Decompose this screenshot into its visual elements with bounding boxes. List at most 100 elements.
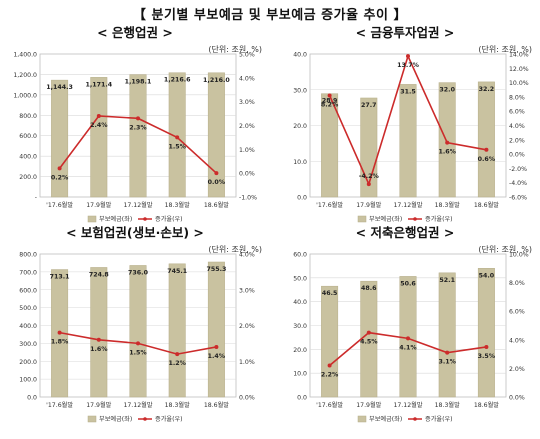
line-value-label: 1.8% bbox=[51, 339, 69, 346]
category-label: 17.12월말 bbox=[393, 401, 422, 409]
left-tick-label: 30.0 bbox=[293, 323, 307, 330]
bar bbox=[168, 263, 186, 398]
left-tick-label: 0.0 bbox=[27, 395, 37, 402]
chart-title: < 저축은행업권 > bbox=[355, 225, 455, 240]
left-tick-label: 500.0 bbox=[19, 305, 37, 312]
line-point bbox=[406, 54, 410, 59]
bar-value-label: 1,171.4 bbox=[85, 81, 112, 88]
chart-title: < 금융투자업권 > bbox=[355, 25, 455, 40]
line-value-label: 0.0% bbox=[208, 179, 226, 186]
line-value-label: 1.5% bbox=[168, 143, 186, 150]
category-label: 18.3월말 bbox=[165, 201, 190, 209]
category-label: 18.6월말 bbox=[474, 401, 499, 409]
left-tick-label: 50.0 bbox=[293, 275, 307, 282]
right-tick-label: -1.0% bbox=[239, 195, 257, 202]
line-point bbox=[96, 337, 101, 342]
line-point bbox=[214, 171, 219, 176]
line-value-label: 3.5% bbox=[478, 353, 496, 360]
category-label: 18.3월말 bbox=[435, 201, 460, 209]
right-tick-label: 2.0% bbox=[509, 366, 525, 373]
bar-value-label: 27.7 bbox=[361, 102, 377, 109]
unit-label: (단위: 조원, %) bbox=[478, 245, 532, 254]
legend-label: 증가율(우) bbox=[425, 215, 453, 223]
line-point bbox=[96, 113, 101, 118]
line-point bbox=[445, 140, 450, 145]
right-tick-label: 3.0% bbox=[239, 287, 255, 294]
bar-value-label: 1,216.0 bbox=[203, 77, 230, 84]
category-label: 17.12월말 bbox=[123, 401, 152, 409]
line-value-label: 3.1% bbox=[438, 359, 456, 366]
left-tick-label: 60.0 bbox=[293, 252, 307, 259]
bar-value-label: 755.3 bbox=[206, 266, 226, 273]
page-title: 【 분기별 부보예금 및 부보예금 증가율 추이 】 bbox=[132, 8, 407, 23]
right-tick-label: 0.0% bbox=[509, 395, 525, 402]
chart-title: < 은행업권 > bbox=[97, 25, 173, 40]
unit-label: (단위: 조원, %) bbox=[478, 45, 532, 54]
category-label: 17.12월말 bbox=[123, 201, 152, 209]
bar bbox=[321, 285, 339, 398]
bar bbox=[90, 267, 108, 398]
right-tick-label: 6.0% bbox=[509, 109, 525, 116]
bar-value-label: 54.0 bbox=[479, 272, 495, 279]
left-tick-label: 1,400.0 bbox=[13, 52, 37, 59]
bar-value-label: 46.5 bbox=[322, 290, 338, 297]
bar-value-label: 736.0 bbox=[128, 269, 149, 276]
category-label: 18.3월말 bbox=[435, 401, 460, 409]
line-value-label: 4.1% bbox=[399, 344, 417, 351]
chart-panel-financial-investment: < 금융투자업권 > (단위: 조원, %) 0.0 10.0 20.0 30.0 40… bbox=[270, 22, 540, 237]
line-value-label: 1.5% bbox=[129, 349, 147, 356]
right-tick-label: 0.0% bbox=[509, 152, 525, 159]
legend-label: 부보예금(좌) bbox=[369, 215, 402, 223]
bar-value-label: 28.9 bbox=[322, 98, 338, 105]
left-tick-label: 700.0 bbox=[19, 269, 37, 276]
legend-swatch-bar bbox=[357, 215, 367, 223]
category-label: 18.6월말 bbox=[474, 201, 499, 209]
line-point bbox=[136, 116, 140, 121]
bar-value-label: 1,216.6 bbox=[164, 77, 191, 84]
category-label: 18.3월말 bbox=[165, 401, 190, 409]
line-point bbox=[57, 330, 62, 335]
bar bbox=[207, 72, 225, 198]
left-tick-label: 20.0 bbox=[293, 347, 307, 354]
bar bbox=[438, 272, 456, 398]
line-value-label: 4.5% bbox=[360, 339, 378, 346]
bar bbox=[438, 82, 456, 198]
right-tick-label: 2.0% bbox=[239, 123, 255, 130]
line-value-label: 13.7% bbox=[397, 62, 420, 69]
category-label: 18.6월말 bbox=[204, 201, 229, 209]
left-tick-label: 40.0 bbox=[293, 52, 307, 59]
chart-panel-bank: < 은행업권 > (단위: 조원, %) - 200.0 400.0 600.0 800… bbox=[0, 22, 270, 237]
left-tick-label: 600.0 bbox=[19, 287, 37, 294]
line-point bbox=[327, 93, 332, 98]
right-tick-label: -6.0% bbox=[509, 195, 527, 202]
left-tick-label: 800.0 bbox=[19, 252, 37, 259]
right-tick-label: -2.0% bbox=[509, 166, 527, 173]
left-tick-label: 200.0 bbox=[19, 174, 37, 181]
line-point bbox=[175, 135, 180, 140]
left-tick-label: 30.0 bbox=[293, 87, 307, 94]
left-tick-label: 0.0 bbox=[297, 395, 307, 402]
left-tick-label: 300.0 bbox=[19, 341, 37, 348]
legend-swatch-marker bbox=[143, 417, 147, 421]
left-tick-label: 1,200.0 bbox=[13, 72, 37, 79]
left-tick-label: 40.0 bbox=[293, 299, 307, 306]
right-tick-label: 4.0% bbox=[509, 337, 525, 344]
bar-value-label: 713.1 bbox=[50, 274, 70, 281]
legend-label: 부보예금(좌) bbox=[99, 215, 132, 223]
line-value-label: 0.6% bbox=[478, 156, 496, 163]
line-point bbox=[445, 350, 450, 355]
right-tick-label: 10.0% bbox=[509, 80, 529, 87]
category-label: 17.9월말 bbox=[356, 401, 381, 409]
line-point bbox=[136, 341, 140, 346]
left-tick-label: - bbox=[35, 195, 37, 202]
bar-value-label: 32.0 bbox=[439, 87, 455, 94]
right-tick-label: 1.0% bbox=[239, 147, 255, 154]
left-tick-label: 800.0 bbox=[19, 113, 37, 120]
legend-swatch-bar bbox=[87, 215, 97, 223]
left-tick-label: 400.0 bbox=[19, 323, 37, 330]
bar bbox=[51, 79, 69, 198]
line-value-label: 2.4% bbox=[90, 122, 108, 129]
category-label: 18.6월말 bbox=[204, 401, 229, 409]
right-tick-label: 4.0% bbox=[509, 123, 525, 130]
chart-panel-savings-bank: < 저축은행업권 > (단위: 조원, %) 0.0 10.0 20.0 30.0 40… bbox=[270, 222, 540, 437]
